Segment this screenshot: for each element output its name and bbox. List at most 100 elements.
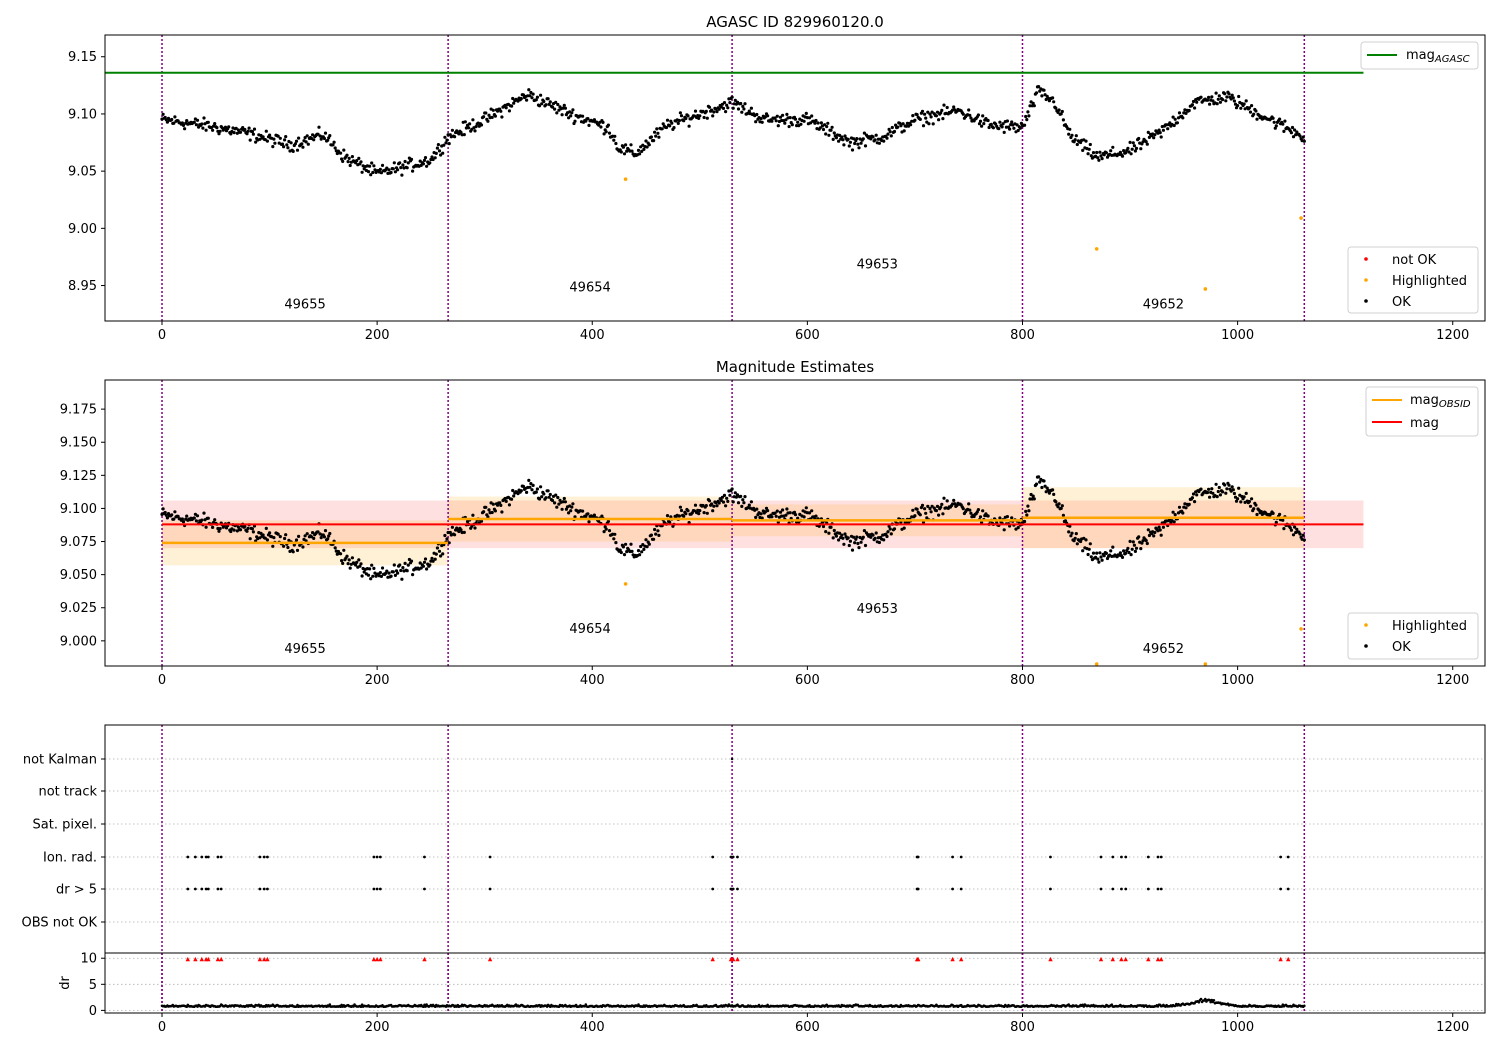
- ok-point: [1031, 494, 1035, 498]
- ok-point: [358, 564, 362, 568]
- ok-point: [1144, 539, 1148, 543]
- ok-point: [254, 140, 258, 144]
- ok-point: [271, 544, 275, 548]
- ok-point: [323, 131, 328, 135]
- ok-point: [311, 133, 315, 137]
- ok-point: [862, 529, 867, 533]
- ok-point: [1098, 551, 1102, 555]
- ok-point: [1028, 104, 1032, 108]
- ok-point: [1023, 519, 1027, 524]
- dr-over-5-flag: [1146, 887, 1150, 891]
- ok-point: [1146, 528, 1150, 532]
- ok-point: [1032, 104, 1036, 108]
- dr-point: [424, 1005, 427, 1008]
- ok-point: [434, 552, 438, 556]
- ok-point: [422, 158, 427, 162]
- ok-point: [790, 123, 794, 127]
- dr-over-5-flag: [1279, 887, 1283, 891]
- ok-point: [527, 88, 531, 92]
- ok-point: [823, 123, 827, 127]
- ok-point: [793, 117, 798, 121]
- ok-point: [649, 135, 654, 139]
- ok-point: [1171, 115, 1175, 119]
- ok-point: [781, 508, 785, 512]
- ok-point: [856, 142, 860, 146]
- ok-point: [705, 511, 709, 515]
- ok-point: [1019, 121, 1024, 125]
- ok-point: [587, 520, 591, 524]
- ok-point: [684, 116, 688, 121]
- flag-label: not Kalman: [23, 753, 97, 768]
- ok-point: [525, 98, 529, 102]
- ok-point: [272, 137, 276, 141]
- ok-point: [869, 535, 873, 539]
- y-tick-label: 9.150: [60, 436, 97, 451]
- ion-rad-flag: [258, 855, 262, 859]
- dr-clipped-marker: [1098, 956, 1104, 962]
- ok-point: [928, 507, 932, 511]
- dr-over-5-flag: [1159, 887, 1163, 891]
- ok-point: [305, 532, 309, 536]
- ok-point: [1239, 500, 1243, 504]
- ok-point: [647, 542, 651, 546]
- ok-point: [1181, 511, 1185, 515]
- ok-point: [755, 507, 759, 511]
- ok-point: [411, 573, 415, 577]
- ok-point: [629, 542, 633, 546]
- ok-point: [728, 101, 732, 105]
- x-tick-label: 800: [1010, 673, 1035, 688]
- ok-point: [206, 120, 210, 124]
- ok-point: [400, 173, 404, 177]
- ok-point: [1173, 117, 1177, 121]
- ok-point: [1074, 134, 1078, 138]
- ok-point: [435, 546, 439, 550]
- ok-point: [725, 103, 729, 107]
- ok-point: [1023, 123, 1027, 127]
- ok-point: [173, 510, 177, 514]
- ok-point: [766, 509, 770, 513]
- ok-point: [989, 122, 993, 126]
- y-tick-label: 9.075: [60, 535, 97, 550]
- ok-point: [529, 482, 533, 486]
- ok-point: [445, 138, 449, 142]
- ok-point: [1089, 154, 1093, 158]
- ok-point: [265, 139, 269, 143]
- estimates-line-legend: magOBSID mag: [1365, 386, 1479, 437]
- ok-point: [1259, 115, 1263, 119]
- ok-point: [372, 164, 376, 168]
- ok-point: [507, 503, 511, 507]
- ok-point: [717, 501, 721, 505]
- ok-point: [810, 509, 814, 513]
- ok-point: [1195, 493, 1199, 497]
- ok-point: [698, 509, 702, 513]
- legend-highlighted-marker: [1364, 278, 1368, 282]
- ok-point: [818, 126, 822, 130]
- ok-point: [668, 124, 672, 128]
- dr-clipped-marker: [950, 956, 955, 962]
- ok-point: [206, 516, 210, 520]
- ok-point: [788, 511, 792, 515]
- ok-point: [1081, 549, 1085, 553]
- ok-point: [1095, 551, 1099, 555]
- estimates-obsid-labels: 49655 49654 49653 49652: [284, 602, 1184, 657]
- ok-point: [640, 550, 644, 554]
- y-tick-label: 9.15: [68, 50, 97, 65]
- ok-point: [556, 495, 560, 500]
- ok-point: [1130, 547, 1134, 551]
- ok-point: [1208, 102, 1212, 106]
- ok-point: [164, 513, 168, 517]
- ok-point: [819, 121, 824, 125]
- ok-point: [245, 529, 249, 533]
- ok-point: [846, 137, 850, 141]
- ok-point: [829, 525, 833, 529]
- ok-point: [1122, 149, 1126, 153]
- ok-point: [710, 108, 714, 112]
- ok-point: [1217, 94, 1221, 98]
- ok-point: [453, 533, 457, 537]
- ok-point: [1139, 547, 1143, 551]
- ok-point: [195, 118, 200, 122]
- highlighted-point: [1203, 287, 1208, 291]
- ok-point: [434, 151, 438, 155]
- ok-point: [759, 512, 763, 516]
- ok-point: [968, 113, 972, 117]
